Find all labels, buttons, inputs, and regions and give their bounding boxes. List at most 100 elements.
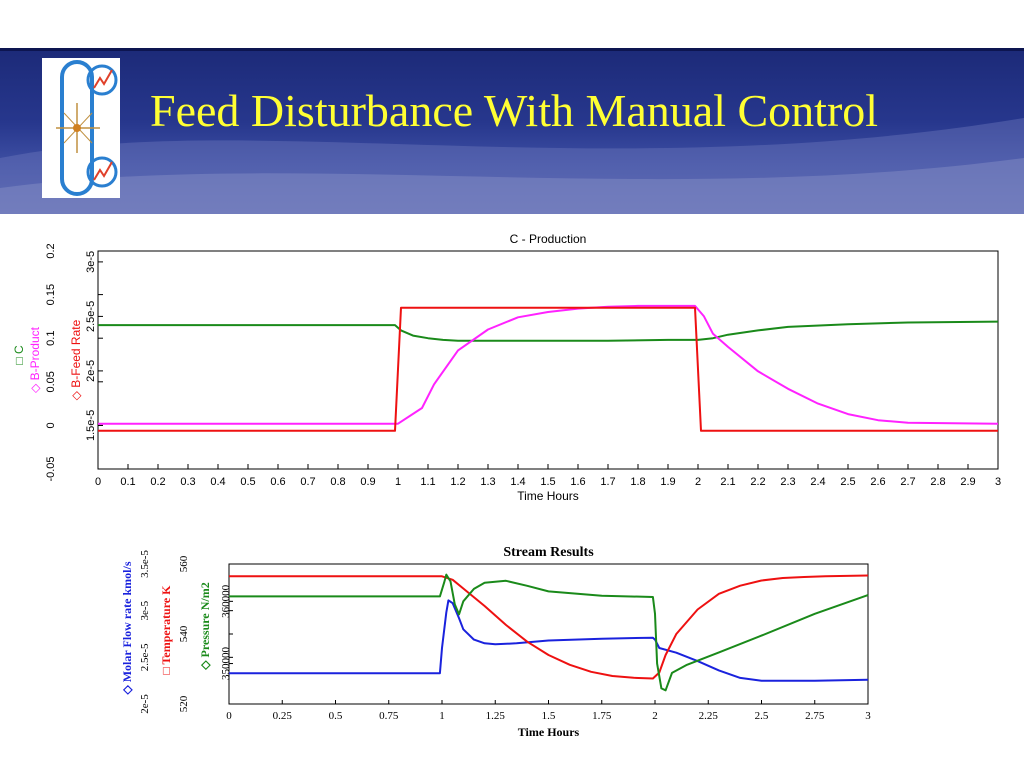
x-tick-label: 2.25 <box>699 710 719 722</box>
x-tick-label: 1 <box>439 710 445 722</box>
x-tick-label: 0.5 <box>240 476 255 488</box>
y-axis-label-b-product: ◇ B-Product <box>28 326 42 393</box>
y-tick-label-axis-1: 560 <box>178 555 190 572</box>
y2-tick-label: 2e-5 <box>85 360 97 382</box>
legend-label-axis-1: Temperature K <box>159 585 173 665</box>
y-tick-label: 0.15 <box>45 284 57 305</box>
slide-title: Feed Disturbance With Manual Control <box>150 85 879 136</box>
x-tick-label: 1.3 <box>480 476 495 488</box>
plot-frame <box>97 250 999 470</box>
series-line-pressure-n-m2 <box>229 573 869 692</box>
x-tick-label: 1.6 <box>570 476 585 488</box>
x-tick-label: 1.25 <box>486 710 506 722</box>
x-tick-label: 1.1 <box>420 476 435 488</box>
legend-marker-b-feed-rate: ◇ <box>69 388 83 401</box>
x-tick-label: 2.75 <box>805 710 825 722</box>
x-tick-label: 1.5 <box>540 476 555 488</box>
legend-label-axis-2: Pressure N/m2 <box>198 582 212 657</box>
y2-axis-label-b-feed-rate: ◇ B-Feed Rate <box>69 319 83 400</box>
y2-tick-label: 2.5e-5 <box>85 301 97 332</box>
x-tick-label: 2.2 <box>750 476 765 488</box>
legend-label-c: C <box>12 345 26 354</box>
y-tick-label-axis-0: 2.5e-5 <box>139 643 151 671</box>
x-tick-label: 2.5 <box>840 476 855 488</box>
y-tick-label: 0.1 <box>45 331 57 346</box>
y-tick-label-axis-0: 3e-5 <box>139 600 151 620</box>
x-tick-label: 0 <box>226 710 232 722</box>
x-tick-label: 0.1 <box>120 476 135 488</box>
x-axis-label: Time Hours <box>517 489 579 503</box>
x-tick-label: 1.75 <box>592 710 612 722</box>
series-line-b-product <box>98 304 999 425</box>
legend-marker-b-product: ◇ <box>28 380 42 393</box>
x-tick-label: 1.2 <box>450 476 465 488</box>
legend-label-b-product: B-Product <box>28 326 42 380</box>
legend-marker-axis-0: ◇ <box>120 682 134 695</box>
x-tick-label: 2.3 <box>780 476 795 488</box>
x-tick-label: 0.4 <box>210 476 225 488</box>
chart-title: C - Production <box>510 232 587 246</box>
legend-label-b-feed-rate: B-Feed Rate <box>69 319 83 387</box>
x-tick-label: 3 <box>865 710 871 722</box>
x-tick-label: 1.7 <box>600 476 615 488</box>
y-tick-label: -0.05 <box>45 456 57 481</box>
y-tick-label-axis-0: 3.5e-5 <box>139 550 151 578</box>
logo <box>42 58 120 198</box>
x-tick-label: 0.9 <box>360 476 375 488</box>
x-tick-label: 0.75 <box>379 710 399 722</box>
y-tick-label-axis-1: 540 <box>178 625 190 642</box>
y-axis-label-c: □ C <box>12 345 26 365</box>
series-line-c <box>98 320 999 342</box>
x-tick-label: 1.4 <box>510 476 525 488</box>
chart-c-production: C - Production 0 0.1 0.2 0.3 0.4 0.5 0.6 0.7 0.8 0… <box>12 232 1001 503</box>
y-tick-label: 0 <box>45 422 57 428</box>
banner-top-line <box>0 48 1024 51</box>
x-tick-label: 1 <box>395 476 401 488</box>
x-tick-label: 2.9 <box>960 476 975 488</box>
banner-wave <box>0 118 1024 214</box>
chart-title: Stream Results <box>503 545 594 560</box>
x-tick-label: 1.5 <box>542 710 556 722</box>
y-tick-label-axis-2: 360000 <box>220 584 232 618</box>
x-tick-label: 2.1 <box>720 476 735 488</box>
series-line-molar-flow-rate-kmol-s <box>229 599 869 682</box>
chart-stream-results: Stream Results 0 0.25 0.5 0.75 1 1.25 1.5 1.75 2 2… <box>120 545 871 739</box>
x-tick-label: 2 <box>695 476 701 488</box>
y2-tick-label: 1.5e-5 <box>85 410 97 441</box>
x-tick-label: 2.7 <box>900 476 915 488</box>
x-tick-label: 0.6 <box>270 476 285 488</box>
x-tick-label: 0.8 <box>330 476 345 488</box>
y-tick-label-axis-2: 350000 <box>220 647 232 681</box>
x-tick-label: 0 <box>95 476 101 488</box>
x-tick-label: 0.5 <box>329 710 343 722</box>
y-axis-label-axis-0: ◇ Molar Flow rate kmol/s <box>120 561 134 695</box>
title-banner <box>0 48 1024 214</box>
legend-marker-axis-1: □ <box>159 664 173 674</box>
x-tick-label: 0.3 <box>180 476 195 488</box>
y-axis-label-axis-1: □ Temperature K <box>159 585 173 675</box>
x-tick-label: 0.25 <box>273 710 293 722</box>
x-tick-label: 0.7 <box>300 476 315 488</box>
plot-frame <box>228 563 869 705</box>
y-tick-label-axis-1: 520 <box>178 695 190 712</box>
x-tick-label: 1.9 <box>660 476 675 488</box>
legend-marker-axis-2: ◇ <box>198 657 212 670</box>
y-axis-label-axis-2: ◇ Pressure N/m2 <box>198 582 212 670</box>
x-tick-label: 2.4 <box>810 476 825 488</box>
series-line-temperature-k <box>229 574 869 680</box>
x-axis-label: Time Hours <box>518 725 580 739</box>
x-tick-label: 2 <box>652 710 658 722</box>
x-tick-label: 2.8 <box>930 476 945 488</box>
legend-label-axis-0: Molar Flow rate kmol/s <box>120 561 134 682</box>
x-tick-label: 1.8 <box>630 476 645 488</box>
y-tick-label: 0.2 <box>45 243 57 258</box>
legend-marker-c: □ <box>12 354 26 365</box>
y-tick-label: 0.05 <box>45 371 57 392</box>
x-tick-label: 0.2 <box>150 476 165 488</box>
x-tick-label: 3 <box>995 476 1001 488</box>
y2-tick-label: 3e-5 <box>85 251 97 273</box>
y-tick-label-axis-0: 2e-5 <box>139 694 151 714</box>
series-line-b-feed-rate <box>98 306 998 432</box>
x-tick-label: 2.5 <box>755 710 769 722</box>
x-tick-label: 2.6 <box>870 476 885 488</box>
